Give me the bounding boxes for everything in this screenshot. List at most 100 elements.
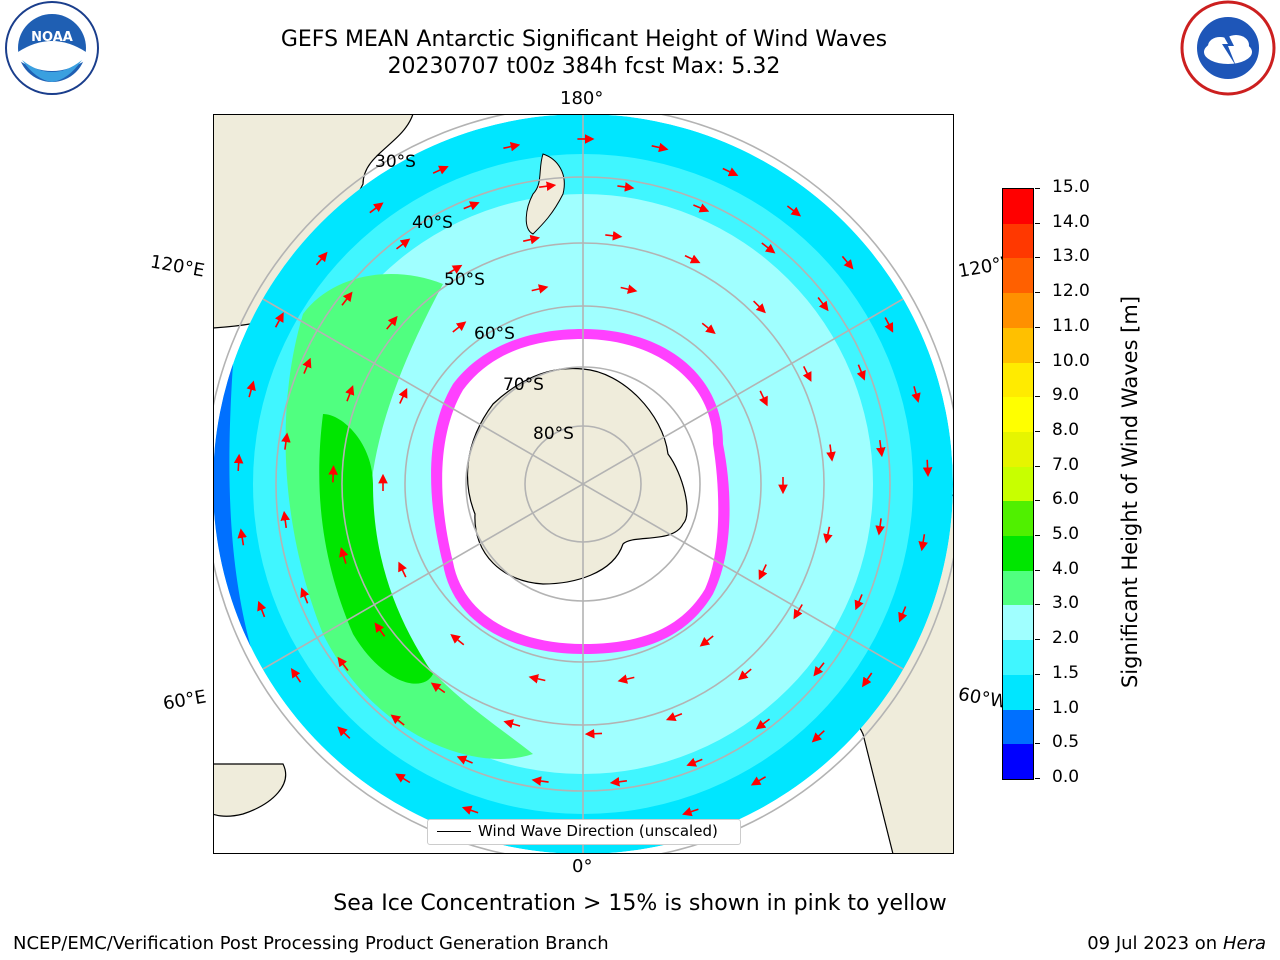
colorbar-tick [1035,535,1040,537]
wind-wave-arrow [280,510,290,529]
noaa-logo: NOAA [2,0,102,100]
wind-wave-arrow [584,728,603,739]
wind-wave-arrow [755,718,770,730]
wind-wave-arrow [274,312,284,328]
wind-wave-arrow [701,322,716,334]
lat-label-40s: 40°S [412,213,453,233]
colorbar-segment [1003,327,1033,363]
wind-wave-arrow [447,264,463,275]
colorbar-title-box: Significant Height of Wind Waves [m] [1100,242,1160,742]
wind-wave-arrow [450,634,465,646]
wind-wave-arrow [528,674,546,684]
colorbar-tick [1035,569,1040,571]
wind-wave-arrow [617,182,635,192]
noaa-logo-text: NOAA [31,30,73,45]
colorbar-tick [1035,292,1040,294]
wind-wave-arrow [813,662,825,677]
colorbar-tick [1035,708,1040,710]
colorbar-segment [1003,189,1033,224]
wind-wave-arrow [315,251,328,266]
wind-wave-arrow [875,518,885,536]
footer-system: Hera [1222,933,1266,954]
colorbar-tick-label: 10.0 [1052,350,1090,371]
lon-label-0: 0° [572,856,593,877]
chart-subtitle: 20230707 t00z 384h fcst Max: 5.32 [387,54,781,79]
colorbar-tick [1035,396,1040,398]
wind-wave-arrow [665,712,683,721]
wind-wave-arrow [684,254,701,264]
nws-logo [1178,0,1278,100]
peak-wave-band [319,414,433,684]
wind-wave-arrow [911,386,921,403]
colorbar-tick-label: 12.0 [1052,281,1090,302]
wind-wave-arrow [750,776,767,786]
sea-ice-note: Sea Ice Concentration > 15% is shown in … [333,891,947,916]
wind-wave-arrow [531,776,549,786]
wind-wave-arrow [884,317,894,333]
wind-wave-arrow [786,205,802,217]
colorbar-segment [1003,536,1033,571]
wind-wave-arrow [617,674,635,684]
wind-wave-arrow [233,453,244,471]
colorbar-tick-label: 15.0 [1052,177,1090,197]
footer-date: 09 Jul 2023 on Hera [1087,933,1266,954]
colorbar-tick-label: 2.0 [1052,628,1080,649]
wind-wave-arrow [398,388,408,404]
wind-wave-arrow [339,547,349,564]
wind-wave-arrow [605,230,623,241]
wind-wave-arrow [337,726,351,739]
wind-wave-arrow [523,234,541,245]
colorbar-tick [1035,673,1040,675]
colorbar-segment [1003,362,1033,398]
chart-title: GEFS MEAN Antarctic Significant Height o… [280,27,888,52]
wind-wave-arrow [302,357,312,374]
wind-wave-arrow [841,255,854,270]
wind-wave-arrow [699,635,714,647]
colorbar-tick-label: 5.0 [1052,524,1080,545]
wind-wave-arrow [257,600,267,618]
colorbar-tick [1035,361,1040,363]
lat-label-30s: 30°S [375,152,416,172]
wind-wave-arrow [531,284,549,294]
wind-wave-arrow [861,672,873,688]
colorbar-tick [1035,257,1040,259]
wind-wave-arrow [337,656,349,671]
colorbar-tick-label: 6.0 [1052,489,1080,510]
lon-label-120e: 120°E [148,251,207,282]
wind-wave-arrow [693,203,710,213]
colorbar-segment [1003,709,1033,745]
wind-wave-arrow [374,622,386,637]
colorbar-tick [1035,639,1040,641]
colorbar-segment [1003,674,1033,710]
lat-label-70s: 70°S [503,375,544,395]
colorbar [1002,188,1034,780]
wind-wave-arrow [811,730,825,743]
wind-wave-arrow [430,682,446,694]
colorbar-tick [1035,188,1040,189]
wind-wave-arrow [395,773,411,784]
colorbar-title: Significant Height of Wind Waves [m] [1118,295,1142,689]
wind-wave-arrow [918,534,928,552]
legend-line-swatch [437,831,471,832]
colorbar-segment [1003,501,1033,537]
colorbar-tick [1035,465,1040,467]
colorbar-tick [1035,500,1040,502]
lat-label-80s: 80°S [533,424,574,444]
colorbar-segment [1003,640,1033,675]
polar-map-canvas [213,114,954,854]
wind-wave-arrow [503,719,521,729]
colorbar-tick [1035,604,1040,606]
wind-wave-arrow [246,380,256,398]
wind-wave-arrow [386,315,398,330]
wind-wave-arrow [823,526,833,544]
wind-wave-arrow [237,528,247,546]
wind-wave-arrow [922,459,933,477]
colorbar-tick-label: 9.0 [1052,385,1080,406]
wind-wave-arrow [856,364,866,381]
colorbar-tick-label: 7.0 [1052,454,1080,475]
colorbar-tick-label: 11.0 [1052,315,1090,336]
colorbar-tick-label: 0.5 [1052,732,1080,753]
colorbar-segment [1003,397,1033,432]
colorbar-tick-label: 1.0 [1052,697,1080,718]
colorbar-segment [1003,258,1033,294]
